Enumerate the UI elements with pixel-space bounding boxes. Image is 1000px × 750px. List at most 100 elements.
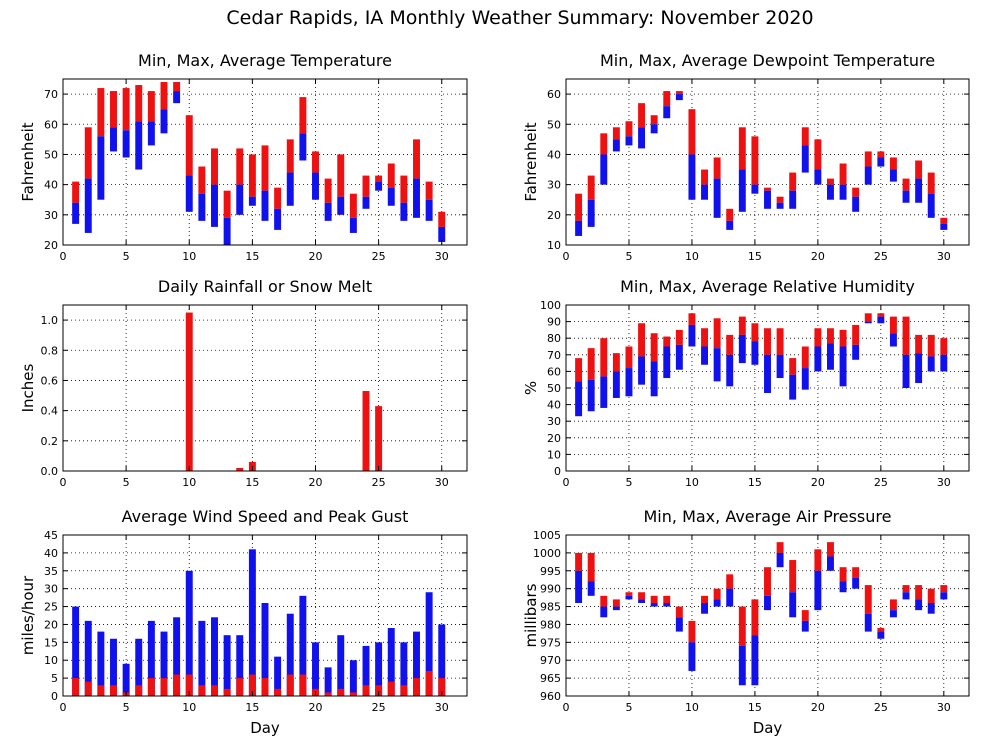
avg-min-bar <box>927 602 935 614</box>
max-avg-bar <box>877 628 885 632</box>
avg-min-bar <box>852 196 860 212</box>
y-tick-label: 30 <box>44 209 58 222</box>
avg-min-bar <box>852 344 860 360</box>
x-tick-label: 10 <box>182 476 196 489</box>
avg-min-bar <box>738 334 746 364</box>
max-avg-bar <box>160 82 168 110</box>
x-tick-label: 5 <box>123 250 130 263</box>
max-avg-bar <box>425 181 433 200</box>
avg-min-bar <box>864 166 872 185</box>
avg-min-bar <box>223 217 231 245</box>
y-tick-label: 100 <box>540 299 561 312</box>
avg-min-bar <box>915 353 923 384</box>
avg-wind-bar <box>223 688 231 696</box>
avg-min-bar <box>362 196 370 209</box>
max-avg-bar <box>122 88 130 131</box>
max-avg-bar <box>248 154 256 197</box>
max-avg-bar <box>324 178 332 203</box>
max-avg-bar <box>751 136 759 185</box>
y-tick-label: 30 <box>547 179 561 192</box>
max-avg-bar <box>877 313 885 317</box>
avg-min-bar <box>122 130 130 158</box>
chart-temp: 20 30 40 50 60 70 0 5 10 15 20 25 30 Min, Max, Averag… <box>19 51 468 263</box>
y-tick-label: 0.0 <box>41 465 59 478</box>
avg-wind-bar <box>324 692 332 696</box>
avg-min-bar <box>600 606 608 618</box>
avg-min-bar <box>889 169 897 182</box>
chart-title: Min, Max, Average Relative Humidity <box>620 277 915 296</box>
avg-min-bar <box>827 184 834 200</box>
avg-wind-bar <box>438 678 446 696</box>
avg-min-bar <box>776 202 784 209</box>
avg-min-bar <box>675 344 683 370</box>
avg-min-bar <box>764 190 771 209</box>
avg-min-bar <box>638 599 646 603</box>
avg-wind-bar <box>400 685 408 696</box>
avg-min-bar <box>438 226 446 242</box>
max-avg-bar <box>600 338 608 377</box>
max-avg-bar <box>438 211 446 227</box>
avg-min-bar <box>663 346 671 379</box>
max-avg-bar <box>587 348 595 380</box>
max-avg-bar <box>927 334 935 357</box>
x-tick-label: 0 <box>60 476 67 489</box>
avg-min-bar <box>751 635 759 686</box>
peak-gust-bar <box>122 663 130 696</box>
max-avg-bar <box>940 585 948 593</box>
max-avg-bar <box>915 585 923 600</box>
max-avg-bar <box>185 115 193 176</box>
avg-min-bar <box>713 599 721 607</box>
x-tick-label: 15 <box>748 701 762 714</box>
avg-min-bar <box>764 595 771 611</box>
y-tick-label: 25 <box>44 601 58 614</box>
max-avg-bar <box>612 599 620 607</box>
x-tick-label: 20 <box>811 250 825 263</box>
peak-gust-bar <box>97 631 105 696</box>
avg-min-bar <box>198 193 206 221</box>
max-avg-bar <box>349 193 357 218</box>
avg-min-bar <box>688 154 696 200</box>
peak-gust-bar <box>110 638 117 696</box>
max-avg-bar <box>738 316 746 335</box>
avg-min-bar <box>852 577 860 589</box>
x-tick-label: 0 <box>60 701 67 714</box>
x-tick-label: 20 <box>309 476 323 489</box>
chart-wind: 0 5 10 15 20 25 30 35 40 45 0 5 10 15 20 25 30 Average Wi… <box>19 507 468 737</box>
max-avg-bar <box>839 567 847 582</box>
max-avg-bar <box>688 109 696 155</box>
avg-min-bar <box>110 127 117 152</box>
y-tick-label: 0.4 <box>41 405 59 418</box>
avg-min-bar <box>738 169 746 212</box>
y-tick-label: 970 <box>540 654 561 667</box>
max-avg-bar <box>814 139 822 170</box>
max-avg-bar <box>274 187 282 209</box>
avg-min-bar <box>701 602 708 614</box>
x-tick-label: 10 <box>685 701 699 714</box>
avg-min-bar <box>688 324 696 347</box>
avg-min-bar <box>889 610 897 618</box>
avg-min-bar <box>726 354 734 387</box>
max-avg-bar <box>839 329 847 347</box>
rain-bar <box>375 406 383 471</box>
max-avg-bar <box>701 595 708 603</box>
x-axis-label: Day <box>753 719 783 737</box>
y-tick-label: 30 <box>44 583 58 596</box>
avg-wind-bar <box>261 678 269 696</box>
max-avg-bar <box>663 336 671 347</box>
avg-min-bar <box>425 199 433 221</box>
max-avg-bar <box>663 595 671 603</box>
max-avg-bar <box>211 148 218 185</box>
max-avg-bar <box>638 592 646 600</box>
peak-gust-bar <box>299 595 307 696</box>
avg-min-bar <box>789 374 797 400</box>
max-avg-bar <box>764 187 771 191</box>
avg-wind-bar <box>236 678 244 696</box>
rain-bar <box>185 312 193 471</box>
max-avg-bar <box>135 85 143 122</box>
max-avg-bar <box>915 160 923 179</box>
x-tick-label: 30 <box>435 476 449 489</box>
y-tick-label: 10 <box>547 239 561 252</box>
x-tick-label: 25 <box>874 250 888 263</box>
x-tick-label: 10 <box>182 250 196 263</box>
avg-min-bar <box>877 157 885 167</box>
